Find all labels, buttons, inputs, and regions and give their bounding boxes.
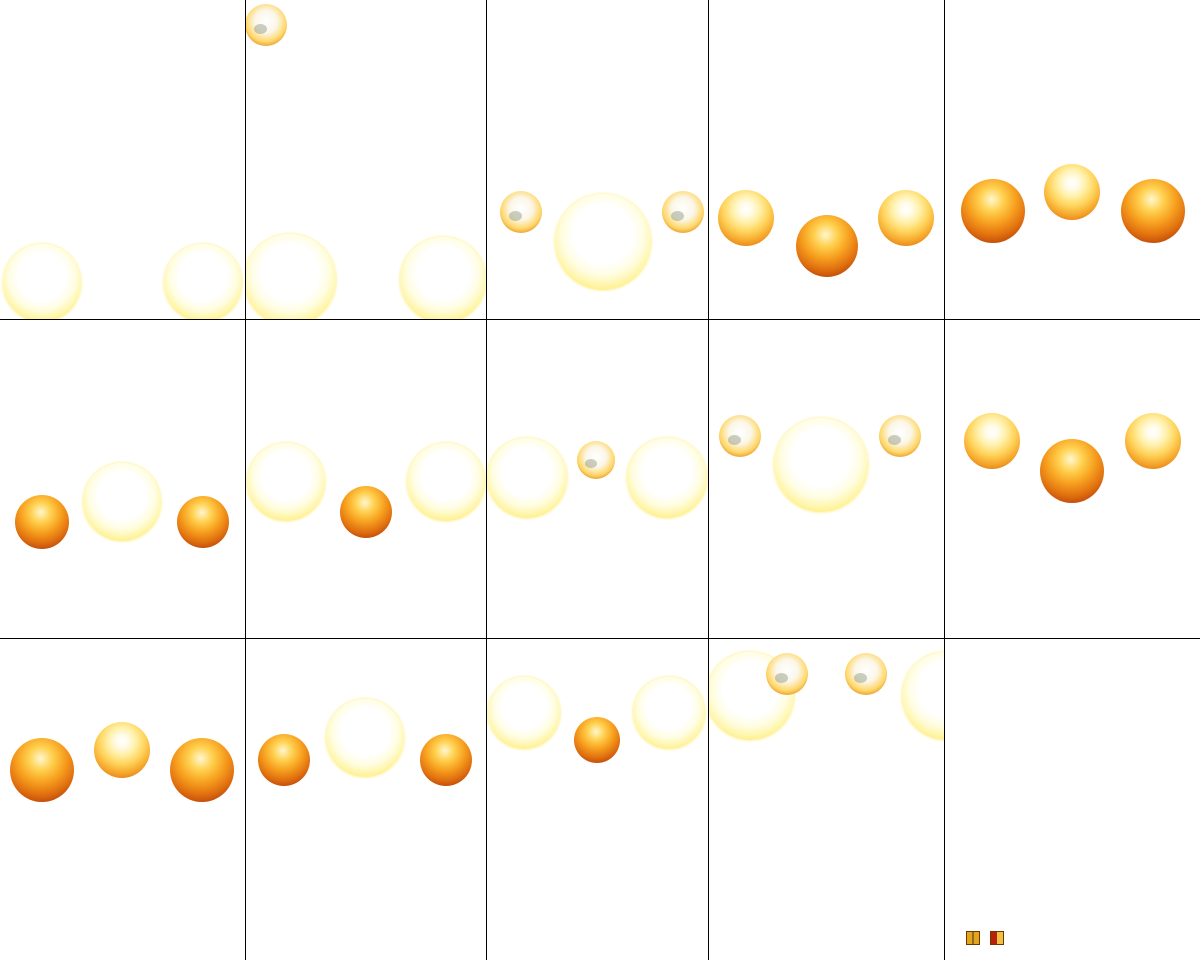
- fireball-orb-warm: [718, 190, 774, 246]
- fireball-orb-glow: [83, 463, 161, 541]
- fireball-orb-glow: [774, 418, 868, 512]
- fireball-orb-warm: [94, 722, 150, 778]
- fireball-orb-hot: [258, 734, 310, 786]
- sprite-frame-2: [246, 0, 486, 319]
- fireball-orb-tiny: [500, 191, 542, 233]
- sprite-frame-8: [487, 320, 708, 638]
- fireball-orb-glow: [627, 438, 707, 518]
- fireball-orb-hot: [574, 717, 620, 763]
- sprite-frame-12: [246, 639, 486, 960]
- fireball-orb-warm: [1044, 164, 1100, 220]
- fireball-orb-tiny: [662, 191, 704, 233]
- sprite-frame-11: [0, 639, 245, 960]
- fireball-orb-glow: [633, 677, 705, 749]
- fireball-orb-hot: [1121, 179, 1185, 243]
- fireball-orb-glow: [246, 234, 336, 319]
- frame-tile-icon-b: [990, 931, 1004, 945]
- fireball-orb-tiny: [879, 415, 921, 457]
- sprite-frame-13: [487, 639, 708, 960]
- grid-line-vertical-2: [486, 0, 487, 960]
- grid-line-horizontal-2: [0, 638, 1200, 639]
- fireball-orb-glow: [3, 244, 81, 319]
- fireball-orb-hot: [796, 215, 858, 277]
- sprite-frame-3: [487, 0, 708, 319]
- sprite-frame-14: [709, 639, 944, 960]
- grid-line-vertical-4: [944, 0, 945, 960]
- frame-tile-icon-a: [966, 931, 980, 945]
- sprite-frame-7: [246, 320, 486, 638]
- sprite-frame-10: [945, 320, 1200, 638]
- fireball-orb-glow: [247, 443, 325, 521]
- grid-line-vertical-3: [708, 0, 709, 960]
- fireball-orb-hot: [15, 495, 69, 549]
- fireball-orb-tiny: [845, 653, 887, 695]
- fireball-orb-warm: [878, 190, 934, 246]
- fireball-orb-hot: [177, 496, 229, 548]
- fireball-orb-hot: [340, 486, 392, 538]
- fireball-orb-tiny: [577, 441, 615, 479]
- fireball-orb-hot: [10, 738, 74, 802]
- fireball-orb-warm: [1125, 413, 1181, 469]
- fireball-orb-glow: [326, 699, 404, 777]
- fireball-orb-glow: [487, 438, 567, 518]
- fireball-orb-glow: [407, 443, 485, 521]
- fireball-orb-hot: [170, 738, 234, 802]
- fireball-orb-glow: [488, 677, 560, 749]
- fireball-orb-hot: [961, 179, 1025, 243]
- fireball-orb-glow: [400, 237, 486, 319]
- fireball-orb-hot: [1040, 439, 1104, 503]
- fireball-orb-warm: [964, 413, 1020, 469]
- fireball-orb-glow: [164, 244, 242, 319]
- fireball-orb-tiny: [766, 653, 808, 695]
- fireball-orb-glow: [555, 194, 651, 290]
- grid-line-horizontal-1: [0, 319, 1200, 320]
- fireball-orb-tiny: [246, 4, 287, 46]
- sprite-frame-6: [0, 320, 245, 638]
- sprite-frame-5: [945, 0, 1200, 319]
- sprite-frame-4: [709, 0, 944, 319]
- sprite-frame-1: [0, 0, 245, 319]
- sprite-frame-9: [709, 320, 944, 638]
- grid-line-vertical-1: [245, 0, 246, 960]
- fireball-orb-glow: [902, 652, 944, 740]
- fireball-orb-tiny: [719, 415, 761, 457]
- fireball-orb-hot: [420, 734, 472, 786]
